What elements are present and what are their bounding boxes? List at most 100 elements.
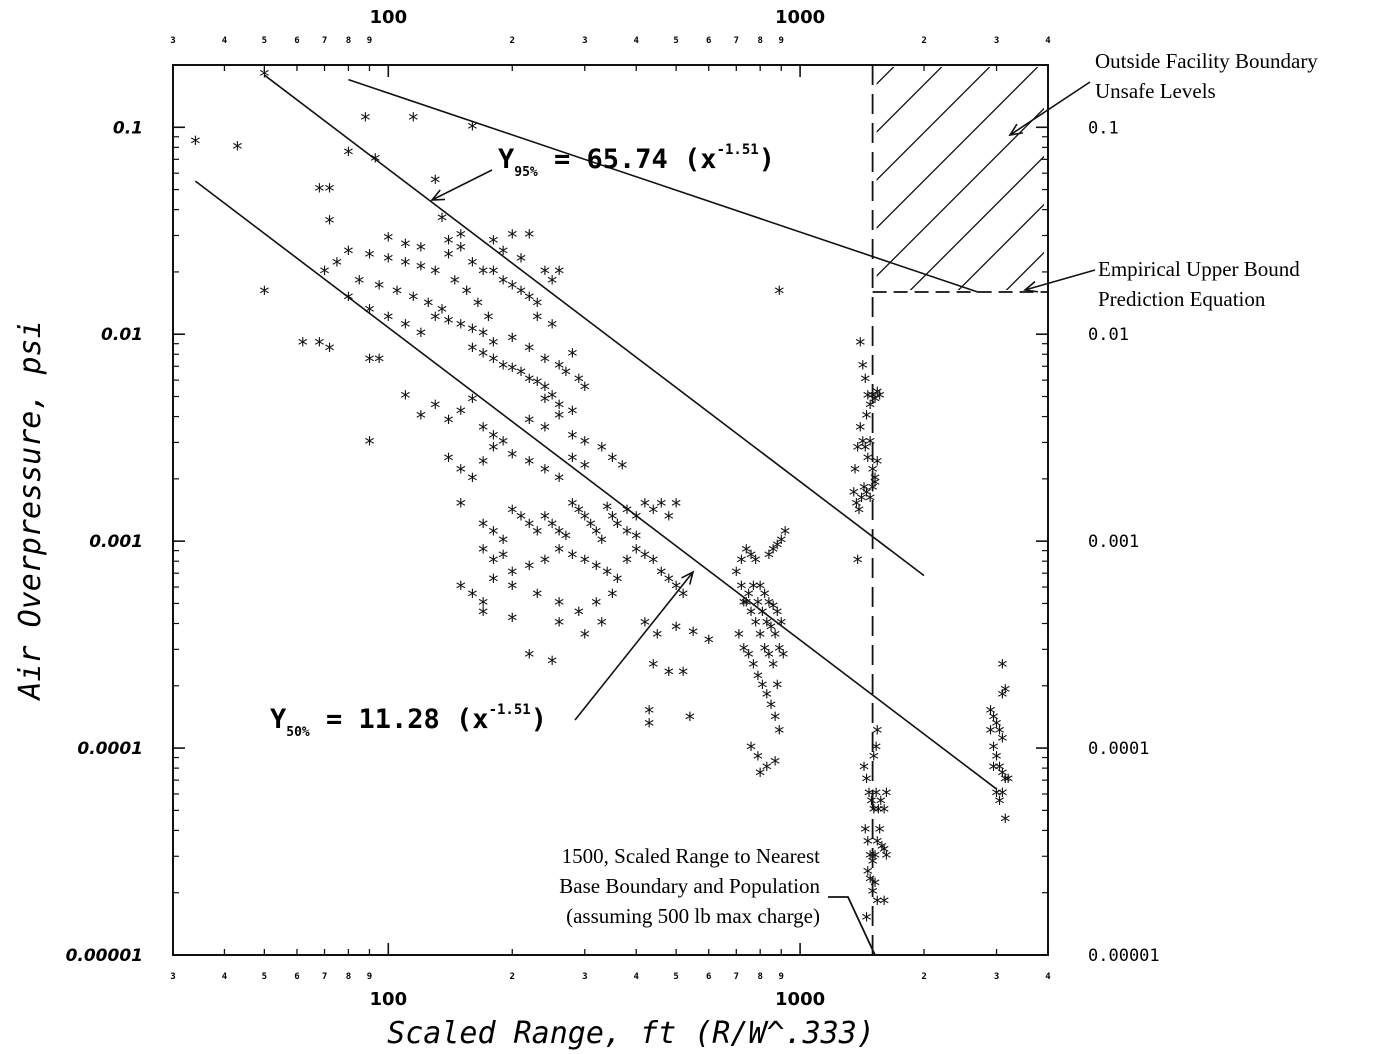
data-point: * [539, 460, 551, 484]
data-point: * [756, 676, 768, 700]
equation-subscript: 50% [286, 725, 310, 740]
data-point: * [1002, 770, 1014, 794]
data-point: * [765, 618, 777, 642]
equation-subscript: 95% [514, 165, 538, 180]
data-point: * [611, 515, 623, 539]
data-point: * [477, 324, 489, 348]
equation-exponent: -1.51 [489, 702, 531, 718]
data-point: * [477, 515, 489, 539]
data-point: * [553, 469, 565, 493]
data-point: * [590, 523, 602, 547]
x-minor-tick-label-bottom: 3 [170, 972, 175, 982]
data-point: * [761, 685, 773, 709]
data-point: * [258, 64, 270, 88]
data-point: * [482, 308, 494, 332]
unsafe-levels-label: Unsafe Levels [1095, 79, 1216, 103]
data-point: * [477, 603, 489, 627]
data-point: * [861, 909, 873, 933]
hatch-line [1005, 251, 1045, 290]
data-point: * [523, 370, 535, 394]
data-point: * [546, 316, 558, 340]
data-point: * [553, 407, 565, 431]
plot-border [172, 64, 1049, 956]
data-point: * [870, 738, 882, 762]
data-point: * [189, 132, 201, 156]
data-point: * [553, 356, 565, 380]
data-point: * [579, 432, 591, 456]
data-point: * [988, 758, 1000, 782]
data-point: * [497, 531, 509, 555]
data-point: * [579, 378, 591, 402]
data-point: * [750, 613, 762, 637]
data-point: * [566, 427, 578, 451]
data-point: * [442, 312, 454, 336]
equation-exponent: -1.51 [717, 142, 759, 158]
data-point: * [769, 625, 781, 649]
data-point: * [477, 262, 489, 286]
scatter-points: ** *** ******** *********** * * * * ** *** * * * * ** *… [189, 64, 1014, 932]
data-point: * [506, 563, 518, 587]
x-minor-tick-label-top: 3 [582, 36, 587, 46]
data-point: * [553, 593, 565, 617]
data-point: * [663, 508, 675, 532]
x-minor-tick-label-top: 7 [322, 36, 327, 46]
data-point: * [867, 387, 879, 411]
data-point: * [759, 639, 771, 663]
data-point: * [477, 419, 489, 443]
data-point: * [651, 625, 663, 649]
data-point: * [777, 646, 789, 670]
data-point: * [601, 563, 613, 587]
data-point: * [745, 546, 757, 570]
data-point: * [429, 396, 441, 420]
data-point: * [991, 714, 1003, 738]
data-point: * [324, 339, 336, 363]
data-point: * [231, 137, 243, 161]
data-point: * [993, 722, 1005, 746]
y-tick-label-right: 0.01 [1088, 325, 1129, 345]
data-point: * [750, 551, 762, 575]
data-point: * [606, 585, 618, 609]
data-point: * [487, 427, 499, 451]
data-point: * [539, 419, 551, 443]
data-point: * [422, 294, 434, 318]
x-minor-tick-label-bottom: 8 [757, 972, 762, 982]
x-major-tick-label-bottom: 1000 [775, 989, 825, 1010]
x-minor-tick-label-bottom: 7 [734, 972, 739, 982]
y-tick-label-left: 0.0001 [77, 739, 143, 759]
data-point: * [477, 593, 489, 617]
x-minor-tick-label-bottom: 6 [294, 972, 299, 982]
data-point: * [455, 238, 467, 262]
data-point: * [773, 282, 785, 306]
data-point: * [996, 730, 1008, 754]
data-point: * [363, 301, 375, 325]
data-point: * [415, 324, 427, 348]
data-point: * [455, 402, 467, 426]
data-point: * [382, 229, 394, 253]
data-point: * [477, 344, 489, 368]
data-point: * [984, 702, 996, 726]
data-point: * [523, 646, 535, 670]
data-point: * [621, 551, 633, 575]
data-point: * [771, 603, 783, 627]
data-point: * [573, 370, 585, 394]
data-point: * [852, 439, 864, 463]
data-point: * [643, 714, 655, 738]
data-point: * [585, 515, 597, 539]
x-major-tick-label-bottom: 100 [370, 989, 408, 1010]
data-point: * [677, 663, 689, 687]
data-point: * [539, 390, 551, 414]
data-point: * [553, 541, 565, 565]
x-minor-tick-label-top: 2 [921, 36, 926, 46]
data-point: * [878, 800, 890, 824]
data-point: * [455, 495, 467, 519]
data-point: * [871, 722, 883, 746]
data-point: * [857, 432, 869, 456]
data-point: * [862, 387, 874, 411]
data-point: * [874, 387, 886, 411]
x-minor-tick-label-top: 8 [346, 36, 351, 46]
data-point: * [497, 432, 509, 456]
data-point: * [670, 618, 682, 642]
data-point: * [523, 225, 535, 249]
hatch-line [621, 65, 848, 292]
